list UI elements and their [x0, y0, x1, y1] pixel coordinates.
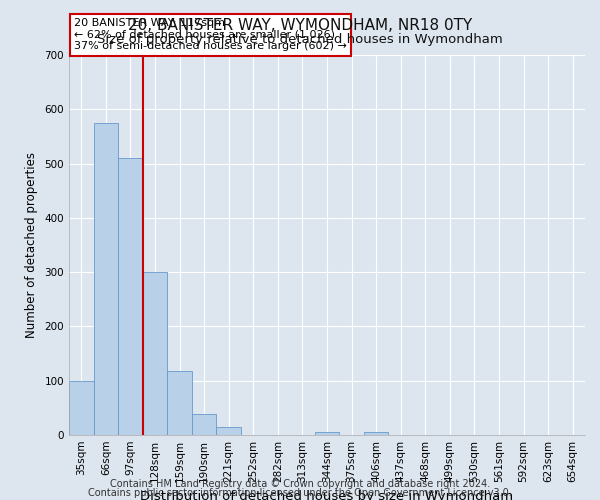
Bar: [94, 123, 118, 435]
Bar: [143, 272, 167, 435]
Y-axis label: Number of detached properties: Number of detached properties: [25, 152, 38, 338]
Text: Contains public sector information licensed under the Open Government Licence v3: Contains public sector information licen…: [88, 488, 512, 498]
Text: Size of property relative to detached houses in Wymondham: Size of property relative to detached ho…: [97, 32, 503, 46]
Bar: [364, 432, 388, 435]
Text: Contains HM Land Registry data © Crown copyright and database right 2024.: Contains HM Land Registry data © Crown c…: [110, 479, 490, 489]
Bar: [217, 428, 241, 435]
Bar: [315, 432, 339, 435]
Text: 20 BANISTER WAY: 117sqm
← 62% of detached houses are smaller (1,026)
37% of semi: 20 BANISTER WAY: 117sqm ← 62% of detache…: [74, 18, 347, 51]
Bar: [69, 380, 94, 435]
Bar: [192, 414, 217, 435]
Bar: [118, 158, 143, 435]
Bar: [167, 371, 192, 435]
Text: 20, BANISTER WAY, WYMONDHAM, NR18 0TY: 20, BANISTER WAY, WYMONDHAM, NR18 0TY: [128, 18, 472, 32]
X-axis label: Distribution of detached houses by size in Wymondham: Distribution of detached houses by size …: [140, 490, 514, 500]
